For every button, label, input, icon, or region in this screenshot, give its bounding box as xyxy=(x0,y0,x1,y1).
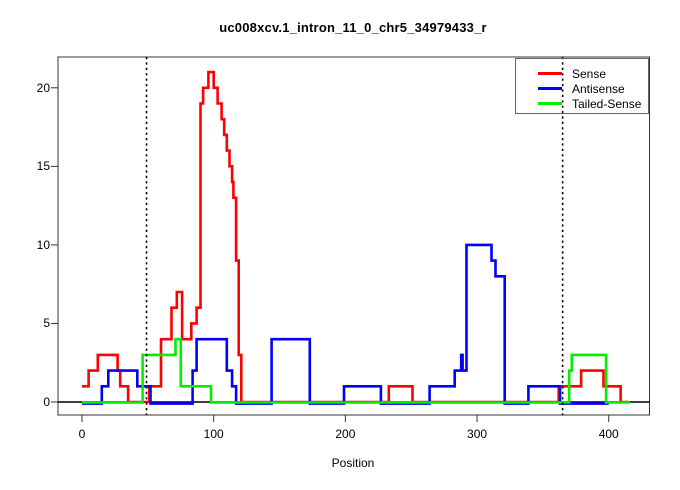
y-tick-label: 0 xyxy=(43,395,50,409)
y-tick-label: 10 xyxy=(36,237,50,252)
plot-border xyxy=(57,56,650,416)
legend-line-swatch xyxy=(538,102,562,105)
y-tick-label: 15 xyxy=(36,159,50,174)
legend-row: Tailed-Sense xyxy=(538,96,648,111)
x-tick-label: 100 xyxy=(203,427,224,441)
legend-label: Tailed-Sense xyxy=(572,96,642,111)
chart-title: uc008xcv.1_intron_11_0_chr5_34979433_r xyxy=(219,20,487,35)
x-axis-title: Position xyxy=(331,456,375,470)
legend-line-swatch xyxy=(538,87,562,90)
y-tick-label: 5 xyxy=(43,316,50,331)
legend-label: Sense xyxy=(572,66,607,81)
x-tick-label: 200 xyxy=(335,427,356,441)
series-line-sense xyxy=(82,70,629,404)
legend-row: Sense xyxy=(538,66,648,81)
legend-label: Antisense xyxy=(572,81,625,96)
x-tick-label: 400 xyxy=(598,427,619,441)
series-line-tailed-sense xyxy=(82,337,630,404)
legend-row: Antisense xyxy=(538,81,648,96)
legend-line-swatch xyxy=(538,72,562,75)
legend: Sense Antisense Tailed-Sense xyxy=(515,58,649,114)
y-tick-label: 20 xyxy=(36,80,50,95)
series-line-antisense xyxy=(82,243,609,405)
x-tick-label: 0 xyxy=(78,427,86,441)
x-tick-label: 300 xyxy=(467,427,488,441)
